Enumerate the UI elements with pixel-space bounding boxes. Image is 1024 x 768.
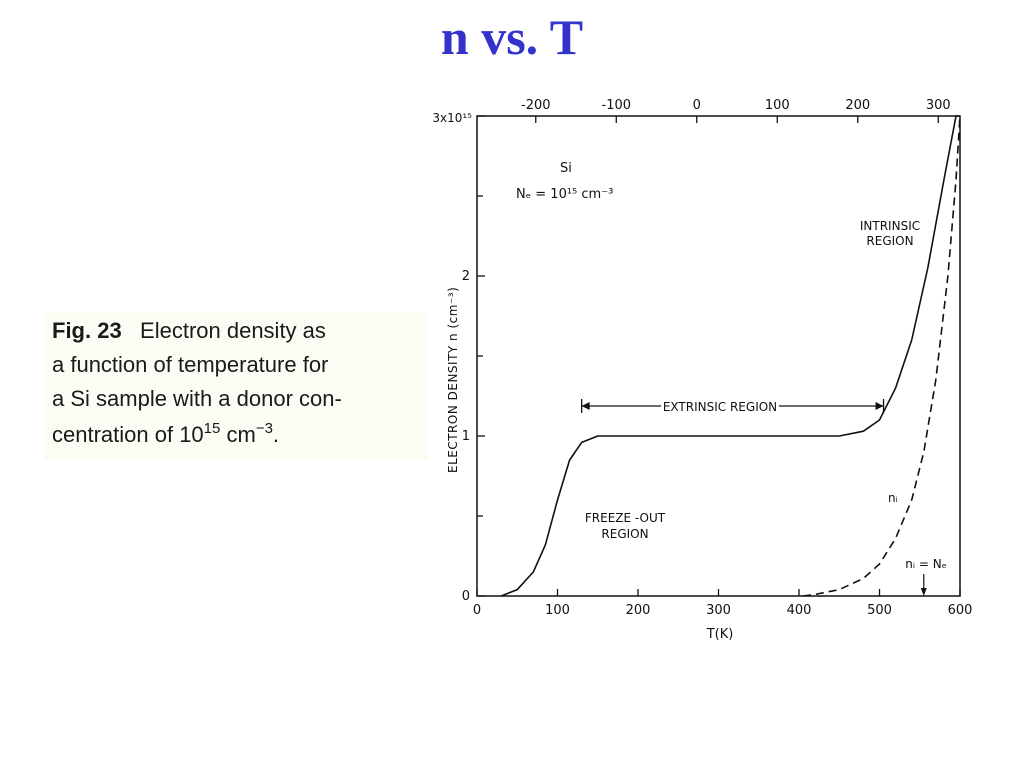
x-tick-label: 500 bbox=[867, 603, 892, 618]
extrinsic-arrow-right bbox=[875, 402, 884, 410]
y-tick-label: 0 bbox=[462, 589, 470, 604]
slide-title: n vs. T bbox=[440, 9, 584, 65]
extrinsic-arrow-left bbox=[581, 402, 590, 410]
x-tick-label: 0 bbox=[473, 603, 481, 618]
x-tick-label: 100 bbox=[545, 603, 570, 618]
curve-layer bbox=[500, 115, 961, 597]
caption-line-4: centration of 1015 cm−3. bbox=[52, 420, 280, 448]
intrinsic-region-label-1: INTRINSIC bbox=[860, 219, 920, 233]
caption-line-2: a function of temperature for bbox=[52, 352, 329, 377]
intrinsic-region-label-2: REGION bbox=[866, 234, 913, 248]
extrinsic-region-label: EXTRINSIC REGION bbox=[663, 400, 777, 414]
electron-density-chart: 0 100 200 300 400 500 600 -200 -100 0 100 200 300 0 1 2… bbox=[432, 98, 973, 642]
x-top-tick-label: 300 bbox=[926, 98, 951, 113]
y-tick-label: 1 bbox=[462, 429, 470, 444]
electron-density-curve bbox=[500, 115, 960, 597]
axes-layer: 0 100 200 300 400 500 600 -200 -100 0 100 200 300 0 1 2 bbox=[462, 98, 973, 618]
material-label: Si bbox=[560, 161, 572, 176]
freeze-out-label-1: FREEZE -OUT bbox=[585, 511, 666, 525]
donor-concentration-label: Nₑ = 10¹⁵ cm⁻³ bbox=[516, 187, 613, 202]
x-top-tick-label: -200 bbox=[521, 98, 551, 113]
caption-line-4-end: . bbox=[272, 422, 280, 447]
ni-nd-arrow-head bbox=[920, 588, 927, 596]
caption-fig-label: Fig. 23 bbox=[52, 318, 122, 343]
ni-equals-nd-label: nᵢ = Nₑ bbox=[905, 557, 946, 571]
x-top-tick-label: 200 bbox=[845, 98, 870, 113]
ni-curve-label: nᵢ bbox=[888, 491, 898, 505]
x-top-tick-label: -100 bbox=[602, 98, 632, 113]
x-axis-label: T(K) bbox=[706, 627, 734, 642]
y-axis-label: ELECTRON DENSITY n (cm⁻³) bbox=[446, 287, 460, 473]
caption-exp-2: −3 bbox=[255, 420, 273, 437]
x-top-tick-label: 100 bbox=[765, 98, 790, 113]
y-top-tick-label: 3x10¹⁵ bbox=[432, 111, 472, 125]
x-tick-label: 300 bbox=[706, 603, 731, 618]
freeze-out-label-2: REGION bbox=[601, 527, 648, 541]
x-tick-label: 400 bbox=[787, 603, 812, 618]
caption-exp-1: 15 bbox=[203, 420, 221, 437]
caption-line-1-text: Electron density as bbox=[140, 318, 326, 343]
caption-line-4-mid: cm bbox=[220, 422, 256, 447]
caption-line-4-pre: centration of 10 bbox=[52, 422, 204, 447]
y-tick-label: 2 bbox=[462, 269, 470, 284]
x-tick-label: 600 bbox=[948, 603, 973, 618]
caption-line-1: Fig. 23 Electron density as bbox=[52, 318, 326, 344]
figure-caption: Fig. 23 Electron density as a function o… bbox=[44, 312, 428, 460]
x-tick-label: 200 bbox=[626, 603, 651, 618]
x-top-tick-label: 0 bbox=[693, 98, 701, 113]
intrinsic-density-curve bbox=[802, 115, 961, 597]
caption-line-3: a Si sample with a donor con- bbox=[52, 386, 342, 411]
